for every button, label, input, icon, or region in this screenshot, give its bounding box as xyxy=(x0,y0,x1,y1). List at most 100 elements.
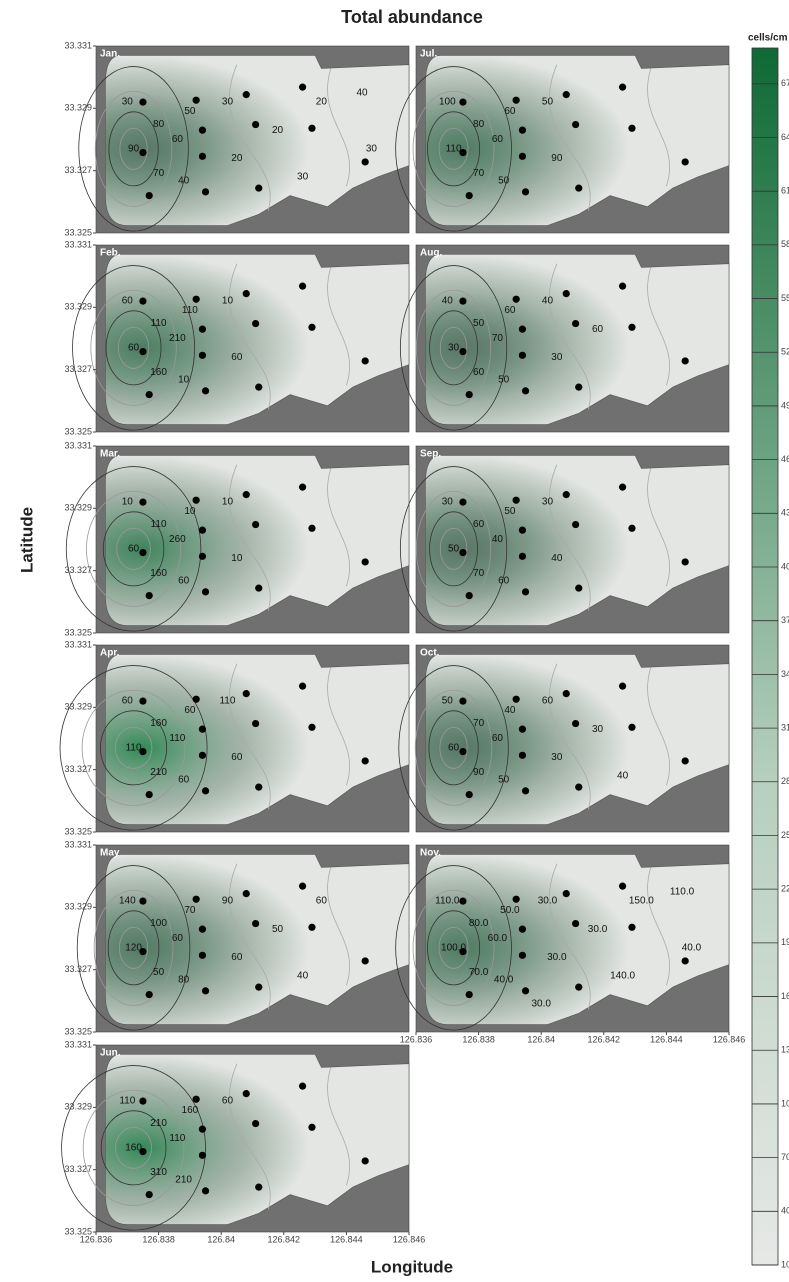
contour-label: 50 xyxy=(272,924,284,935)
contour-label: 210 xyxy=(169,333,186,344)
contour-label: 60 xyxy=(473,367,485,378)
station xyxy=(243,290,250,297)
y-tick-label: 33.329 xyxy=(64,302,92,312)
contour-label: 10 xyxy=(222,497,234,508)
station xyxy=(513,696,520,703)
station xyxy=(243,491,250,498)
colorbar-tick-label: 280 xyxy=(781,776,789,786)
colorbar: cells/cm10407010013016019022025028031034… xyxy=(748,33,789,1270)
colorbar-fill xyxy=(752,48,778,1265)
contour-label: 160 xyxy=(125,1142,142,1153)
contour-label: 40 xyxy=(542,296,554,307)
contour-label: 110 xyxy=(446,143,462,154)
panel-label: Aug. xyxy=(420,248,442,259)
station xyxy=(255,1184,262,1191)
station xyxy=(619,883,626,890)
station xyxy=(575,185,582,192)
station xyxy=(513,497,520,504)
station xyxy=(519,752,526,759)
station xyxy=(252,121,259,128)
y-tick-label: 33.325 xyxy=(64,426,92,436)
colorbar-tick-label: 40 xyxy=(781,1206,789,1216)
station xyxy=(139,298,146,305)
station xyxy=(199,153,206,160)
contour-label: 60 xyxy=(542,696,554,707)
x-tick-label: 126.836 xyxy=(80,1234,113,1244)
station xyxy=(199,726,206,733)
station xyxy=(243,1090,250,1097)
station xyxy=(255,784,262,791)
station xyxy=(522,387,529,394)
contour-label: 50 xyxy=(448,543,460,554)
contour-label: 110 xyxy=(169,1133,185,1144)
station xyxy=(243,890,250,897)
contour-label: 60 xyxy=(498,575,510,586)
station xyxy=(255,984,262,991)
station xyxy=(139,898,146,905)
contour-label: 60 xyxy=(592,324,604,335)
contour-label: 140.0 xyxy=(610,971,635,982)
station xyxy=(628,924,635,931)
contour-label: 160 xyxy=(150,367,167,378)
contour-label: 140 xyxy=(119,896,136,907)
station xyxy=(146,391,153,398)
contour-label: 10 xyxy=(178,374,190,385)
station xyxy=(522,987,529,994)
x-tick-label: 126.84 xyxy=(207,1234,235,1244)
station xyxy=(513,896,520,903)
station xyxy=(575,984,582,991)
station xyxy=(299,1083,306,1090)
contour-label: 30.0 xyxy=(538,896,558,907)
station xyxy=(308,924,315,931)
contour-label: 70.0 xyxy=(469,967,489,978)
contour-label: 70 xyxy=(184,905,196,916)
contour-label: 30.0 xyxy=(547,952,567,963)
station xyxy=(572,521,579,528)
station xyxy=(572,720,579,727)
contour-label: 90 xyxy=(473,767,485,778)
y-tick-label: 33.329 xyxy=(64,503,92,513)
colorbar-tick-label: 100 xyxy=(781,1098,789,1108)
x-tick-label: 126.838 xyxy=(462,1034,495,1044)
contour-label: 30 xyxy=(592,724,604,735)
colorbar-tick-label: 460 xyxy=(781,454,789,464)
station xyxy=(299,883,306,890)
colorbar-tick-label: 220 xyxy=(781,884,789,894)
station xyxy=(513,97,520,104)
colorbar-tick-label: 610 xyxy=(781,186,789,196)
contour-label: 10 xyxy=(184,506,196,517)
y-tick-label: 33.329 xyxy=(64,1102,92,1112)
station xyxy=(575,384,582,391)
station xyxy=(459,748,466,755)
contour-label: 110 xyxy=(169,733,185,744)
y-tick-label: 33.331 xyxy=(64,239,92,249)
station xyxy=(308,125,315,132)
map-panel: 40305060706050403060Aug. xyxy=(400,245,729,432)
contour-label: 60 xyxy=(504,305,516,316)
station xyxy=(199,553,206,560)
contour-label: 50 xyxy=(498,774,510,785)
station xyxy=(199,1152,206,1159)
contour-label: 60 xyxy=(316,896,328,907)
contour-label: 50 xyxy=(473,318,485,329)
contour-label: 210 xyxy=(150,1118,167,1129)
x-tick-label: 126.84 xyxy=(527,1034,555,1044)
contour-label: 30 xyxy=(442,497,454,508)
y-tick-label: 33.327 xyxy=(64,364,92,374)
station xyxy=(362,1157,369,1164)
station xyxy=(519,153,526,160)
contour-label: 50 xyxy=(498,374,510,385)
map-panel: 6060110160210110101060Feb.33.32533.32733… xyxy=(64,239,409,436)
y-tick-label: 33.331 xyxy=(64,839,92,849)
contour-label: 10 xyxy=(122,497,134,508)
station xyxy=(202,588,209,595)
station xyxy=(519,127,526,134)
contour-label: 310 xyxy=(150,1167,167,1178)
colorbar-tick-label: 10 xyxy=(781,1259,789,1269)
map-panel: 10011080706060505090Jul. xyxy=(396,46,729,233)
station xyxy=(519,926,526,933)
station xyxy=(563,491,570,498)
contour-label: 100.0 xyxy=(441,942,466,953)
contour-label: 20 xyxy=(316,97,328,108)
contour-label: 50 xyxy=(153,967,165,978)
